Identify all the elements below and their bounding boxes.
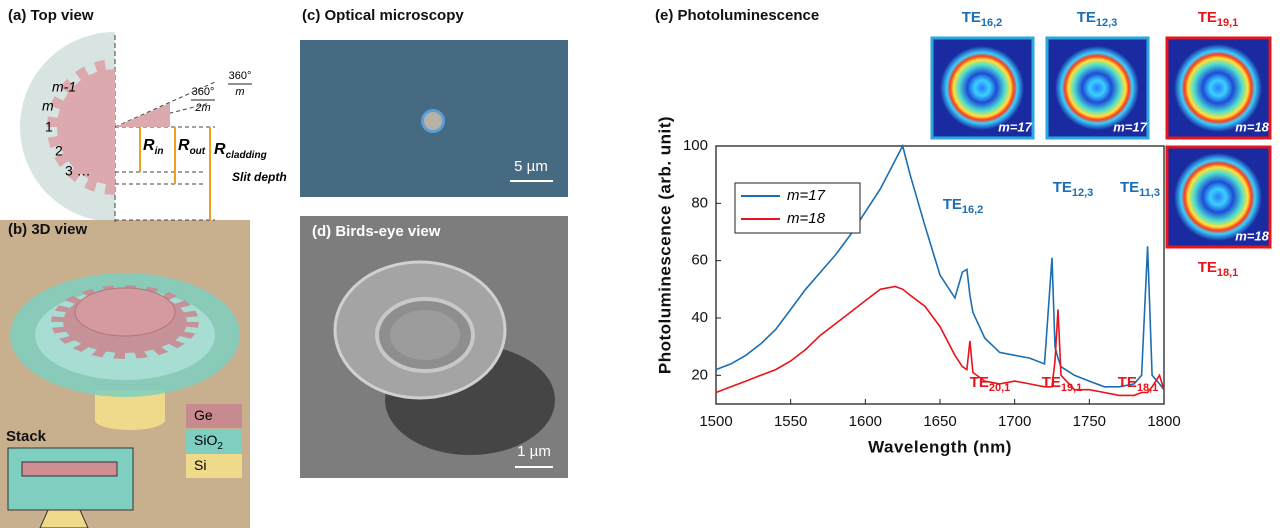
radius-label-main: R bbox=[214, 141, 226, 158]
legend-label: m=18 bbox=[787, 210, 826, 227]
stack-label: Stack bbox=[6, 428, 47, 445]
radius-label: Rin bbox=[143, 137, 163, 156]
gear-wedge bbox=[115, 103, 170, 127]
mode-label: TE18,1 bbox=[1198, 259, 1239, 279]
3d-disk-top bbox=[75, 288, 175, 336]
scale-label: 5 µm bbox=[514, 158, 548, 175]
x-tick-label: 1650 bbox=[923, 413, 956, 430]
y-tick-label: 100 bbox=[683, 137, 708, 154]
annotation-main: TE bbox=[1053, 179, 1072, 196]
mode-index: 3 … bbox=[65, 163, 91, 179]
panel-title: (e) Photoluminescence bbox=[655, 7, 819, 24]
annotation-sub: 11,3 bbox=[1139, 187, 1160, 199]
y-axis-label: Photoluminescence (arb. unit) bbox=[655, 116, 674, 374]
slit-label: Slit depth bbox=[232, 170, 287, 184]
panel-title: (c) Optical microscopy bbox=[302, 7, 464, 24]
mode-label-sub: 16,2 bbox=[981, 17, 1002, 29]
fraction-den: 2m bbox=[194, 102, 210, 114]
material-label-main: SiO bbox=[194, 432, 217, 448]
mode-label: TE12,3 bbox=[1077, 9, 1118, 29]
mode-m: m=17 bbox=[1113, 119, 1147, 134]
x-axis-label: Wavelength (nm) bbox=[868, 437, 1012, 456]
mode-index: 1 bbox=[45, 119, 53, 135]
panel-title: (d) Birds-eye view bbox=[312, 223, 441, 240]
mode-m: m=18 bbox=[1235, 119, 1269, 134]
panel-title: (a) Top view bbox=[8, 7, 94, 24]
radius-label: Rcladding bbox=[214, 141, 267, 160]
pedestal-base bbox=[95, 410, 165, 430]
annotation-sub: 18,1 bbox=[1137, 382, 1158, 394]
mode-label-sub: 19,1 bbox=[1217, 17, 1238, 29]
y-tick-label: 20 bbox=[691, 366, 708, 383]
legend-label: m=17 bbox=[787, 187, 826, 204]
material-label-sub: 2 bbox=[217, 441, 223, 452]
fraction-den: m bbox=[235, 86, 244, 98]
x-tick-label: 1550 bbox=[774, 413, 807, 430]
x-tick-label: 1600 bbox=[849, 413, 882, 430]
mode-label-sub: 12,3 bbox=[1096, 17, 1117, 29]
x-tick-label: 1800 bbox=[1147, 413, 1180, 430]
mode-label: TE16,2 bbox=[962, 9, 1003, 29]
panel-title: (b) 3D view bbox=[8, 221, 88, 238]
mode-label-main: TE bbox=[1198, 259, 1217, 276]
y-tick-label: 40 bbox=[691, 309, 708, 326]
mode-field bbox=[1055, 46, 1139, 130]
mode-index: m-1 bbox=[52, 79, 76, 95]
mode-label-sub: 18,1 bbox=[1217, 267, 1238, 279]
material-label-main: Si bbox=[194, 457, 206, 473]
radius-label-main: R bbox=[178, 137, 190, 154]
annotation-main: TE bbox=[943, 196, 962, 213]
y-tick-label: 60 bbox=[691, 252, 708, 269]
fraction-num: 360° bbox=[192, 86, 215, 98]
mode-label-main: TE bbox=[1077, 9, 1096, 26]
stack-si bbox=[40, 510, 88, 528]
mode-label: TE19,1 bbox=[1198, 9, 1239, 29]
stack-ge bbox=[22, 462, 117, 476]
y-tick-label: 80 bbox=[691, 194, 708, 211]
annotation-main: TE bbox=[1120, 179, 1139, 196]
disk bbox=[424, 112, 442, 130]
radius-label-sub: out bbox=[190, 146, 206, 157]
radius-label: Rout bbox=[178, 137, 206, 156]
mode-label-main: TE bbox=[962, 9, 981, 26]
x-tick-label: 1500 bbox=[699, 413, 732, 430]
mode-index: m bbox=[42, 98, 54, 114]
scale-label: 1 µm bbox=[517, 443, 551, 460]
annotation-main: TE bbox=[970, 374, 989, 391]
mode-label-main: TE bbox=[1198, 9, 1217, 26]
annotation-sub: 12,3 bbox=[1072, 187, 1093, 199]
radius-label-main: R bbox=[143, 137, 155, 154]
x-tick-label: 1750 bbox=[1073, 413, 1106, 430]
annotation-sub: 20,1 bbox=[989, 382, 1010, 394]
stack-cladding bbox=[8, 448, 133, 510]
mode-field bbox=[940, 46, 1024, 130]
sem-top bbox=[390, 310, 460, 360]
annotation-main: TE bbox=[1042, 374, 1061, 391]
radius-label-sub: cladding bbox=[226, 150, 267, 161]
annotation-sub: 19,1 bbox=[1061, 382, 1082, 394]
figure: (a) Top viewm-1m123 …RinRoutRcladdingSli… bbox=[0, 0, 1283, 528]
radius-label-sub: in bbox=[155, 146, 164, 157]
material-label: Ge bbox=[194, 407, 213, 423]
x-tick-label: 1700 bbox=[998, 413, 1031, 430]
fraction-num: 360° bbox=[229, 70, 252, 82]
material-label-main: Ge bbox=[194, 407, 213, 423]
mode-index: 2 bbox=[55, 143, 63, 159]
mode-m: m=17 bbox=[998, 119, 1032, 134]
mode-m: m=18 bbox=[1235, 228, 1269, 243]
annotation-sub: 16,2 bbox=[962, 204, 983, 216]
material-label: Si bbox=[194, 457, 206, 473]
annotation-main: TE bbox=[1118, 374, 1137, 391]
